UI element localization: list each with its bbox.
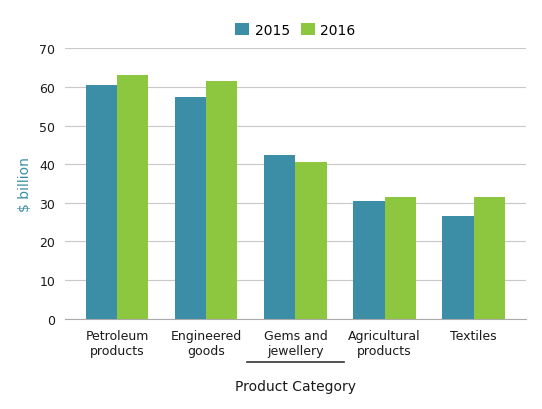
Bar [117, 76, 149, 319]
Bar [295, 163, 327, 319]
Bar [474, 198, 505, 319]
Bar [86, 86, 117, 319]
Bar [353, 201, 384, 319]
Text: Product Category: Product Category [235, 379, 356, 393]
Bar [384, 198, 416, 319]
Bar [442, 217, 474, 319]
Legend: 2015, 2016: 2015, 2016 [230, 18, 361, 43]
Bar [207, 82, 237, 319]
Y-axis label: $ billion: $ billion [18, 157, 33, 211]
Bar [264, 155, 295, 319]
Bar [175, 97, 207, 319]
